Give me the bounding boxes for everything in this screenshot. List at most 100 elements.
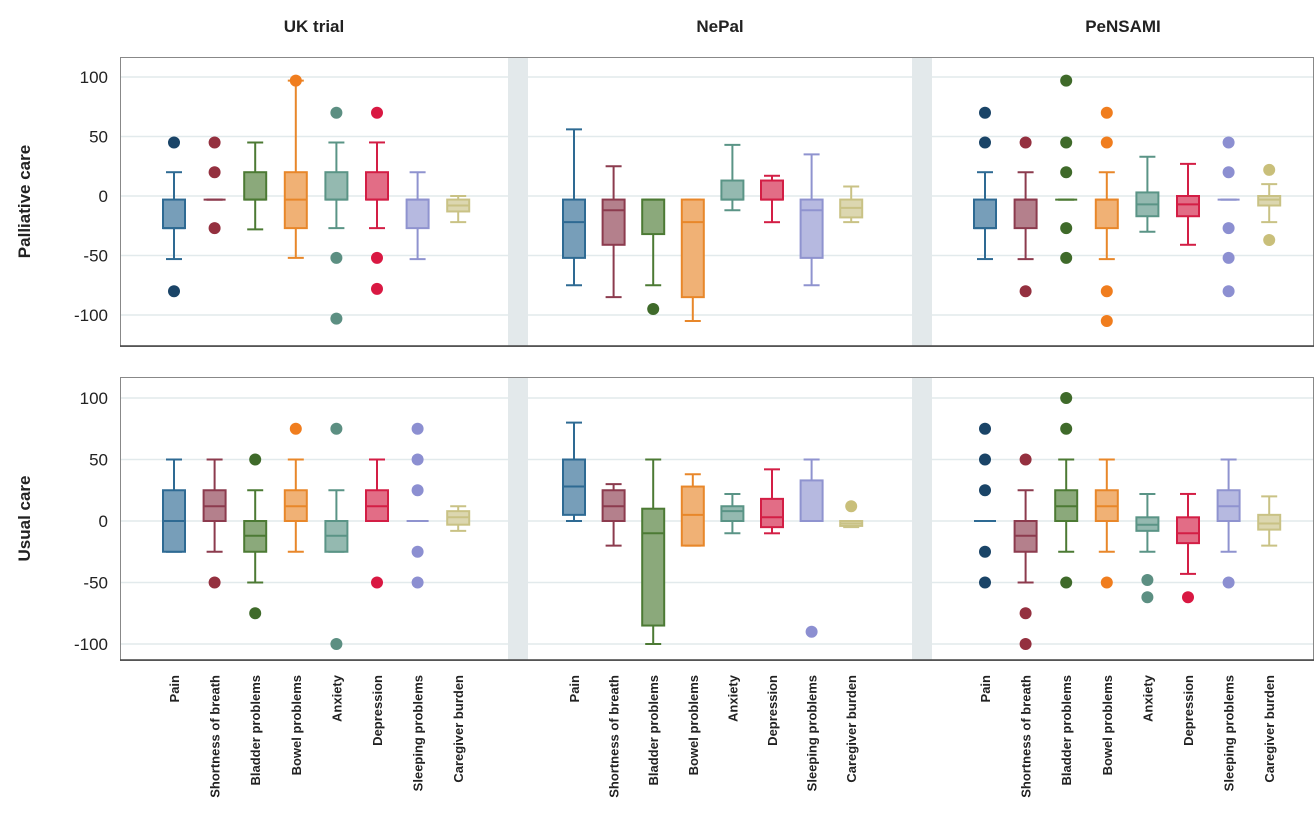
category-label-bladder-problems: Bladder problems: [248, 675, 263, 786]
bladder-problems-outlier: [1060, 422, 1073, 435]
bowel-problems-outlier: [1100, 106, 1113, 119]
bowel-problems-outlier: [289, 74, 302, 87]
pain-outlier: [979, 576, 991, 589]
category-label-bowel-problems: Bowel problems: [1100, 675, 1115, 775]
sleeping-problems-outlier: [1222, 285, 1235, 298]
caregiver-burden-box: [1257, 513, 1282, 531]
category-label-bladder-problems: Bladder problems: [646, 675, 661, 786]
category-label-caregiver-burden: Caregiver burden: [1262, 675, 1277, 783]
y-tick-label: 100: [80, 389, 108, 408]
bladder-problems-outlier: [249, 607, 262, 620]
sleeping-problems-outlier: [411, 484, 424, 497]
bowel-problems-box: [1094, 198, 1119, 230]
caregiver-burden-outlier: [845, 500, 858, 513]
bowel-problems-outlier: [1100, 576, 1113, 589]
shortness-of-breath-box: [601, 198, 626, 246]
depression-box: [760, 179, 784, 201]
depression-box: [1176, 195, 1200, 218]
sleeping-problems-outlier: [411, 545, 424, 558]
y-tick-label: 0: [99, 512, 108, 531]
category-label-caregiver-burden: Caregiver burden: [844, 675, 859, 783]
panel-separator: [508, 378, 528, 660]
bowel-problems-outlier: [1100, 314, 1113, 327]
sleeping-problems-outlier: [1222, 251, 1235, 264]
y-tick-label: 100: [80, 68, 108, 87]
category-label-depression: Depression: [370, 675, 385, 746]
sleeping-problems-outlier: [1222, 222, 1235, 235]
panel-separator: [912, 58, 932, 346]
pain-box: [973, 198, 997, 230]
caregiver-burden-outlier: [1263, 163, 1276, 176]
sleeping-problems-outlier: [1222, 136, 1235, 149]
panel-separator: [508, 58, 528, 346]
bladder-problems-outlier: [1060, 74, 1073, 87]
y-tick-label: 50: [89, 128, 108, 147]
pain-box: [162, 198, 186, 230]
depression-box: [760, 497, 784, 529]
bowel-problems-outlier: [289, 422, 302, 435]
pain-outlier: [979, 422, 991, 435]
category-label-sleeping-problems: Sleeping problems: [411, 675, 426, 791]
category-label-shortness-of-breath: Shortness of breath: [1019, 675, 1034, 798]
pain-outlier: [979, 136, 991, 149]
shortness-of-breath-outlier: [1019, 607, 1032, 620]
panel-title: UK trial: [284, 17, 344, 36]
anxiety-box: [720, 505, 745, 522]
anxiety-outlier: [330, 251, 343, 264]
panel-separator: [912, 378, 932, 660]
sleeping-problems-outlier: [805, 625, 818, 638]
bladder-problems-outlier: [1060, 392, 1073, 404]
y-tick-label: -100: [74, 635, 108, 654]
category-label-shortness-of-breath: Shortness of breath: [208, 675, 223, 798]
shortness-of-breath-outlier: [208, 576, 221, 589]
shortness-of-breath-outlier: [208, 222, 221, 235]
anxiety-outlier: [1141, 591, 1154, 604]
category-label-bowel-problems: Bowel problems: [289, 675, 304, 775]
shortness-of-breath-box: [1013, 198, 1038, 230]
category-label-anxiety: Anxiety: [1140, 674, 1155, 722]
bladder-problems-outlier: [1060, 222, 1073, 235]
y-tick-label: -100: [74, 306, 108, 325]
bowel-problems-box: [680, 198, 705, 299]
y-tick-label: 0: [99, 187, 108, 206]
sleeping-problems-outlier: [411, 422, 424, 435]
category-label-anxiety: Anxiety: [329, 674, 344, 722]
anxiety-box: [324, 171, 349, 201]
anxiety-outlier: [330, 638, 343, 650]
bladder-problems-box: [641, 507, 666, 627]
category-label-caregiver-burden: Caregiver burden: [451, 675, 466, 783]
anxiety-box: [720, 179, 745, 201]
bowel-problems-outlier: [1100, 136, 1113, 149]
sleeping-problems-outlier: [1222, 166, 1235, 179]
category-label-bladder-problems: Bladder problems: [1059, 675, 1074, 786]
y-tick-label: -50: [83, 574, 108, 593]
anxiety-outlier: [1141, 574, 1154, 587]
sleeping-problems-outlier: [1222, 576, 1235, 589]
bladder-problems-outlier: [1060, 166, 1073, 179]
depression-outlier: [371, 282, 383, 295]
depression-box: [365, 171, 389, 201]
caregiver-burden-outlier: [1263, 234, 1276, 247]
panel-title: PeNSAMI: [1085, 17, 1161, 36]
shortness-of-breath-outlier: [1019, 453, 1032, 466]
depression-outlier: [371, 576, 383, 589]
bowel-problems-outlier: [1100, 285, 1113, 298]
category-label-pain: Pain: [567, 675, 582, 703]
category-label-shortness-of-breath: Shortness of breath: [607, 675, 622, 798]
bladder-problems-box: [243, 171, 268, 201]
category-label-sleeping-problems: Sleeping problems: [805, 675, 820, 791]
panel-title: NePal: [696, 17, 743, 36]
category-label-sleeping-problems: Sleeping problems: [1222, 675, 1237, 791]
depression-outlier: [1182, 591, 1194, 604]
sleeping-problems-outlier: [411, 576, 424, 589]
pain-outlier: [168, 136, 180, 149]
category-label-pain: Pain: [978, 675, 993, 703]
category-label-depression: Depression: [765, 675, 780, 746]
shortness-of-breath-outlier: [208, 166, 221, 179]
depression-outlier: [371, 251, 383, 264]
pain-outlier: [979, 484, 991, 497]
shortness-of-breath-outlier: [208, 136, 221, 149]
category-label-anxiety: Anxiety: [725, 674, 740, 722]
